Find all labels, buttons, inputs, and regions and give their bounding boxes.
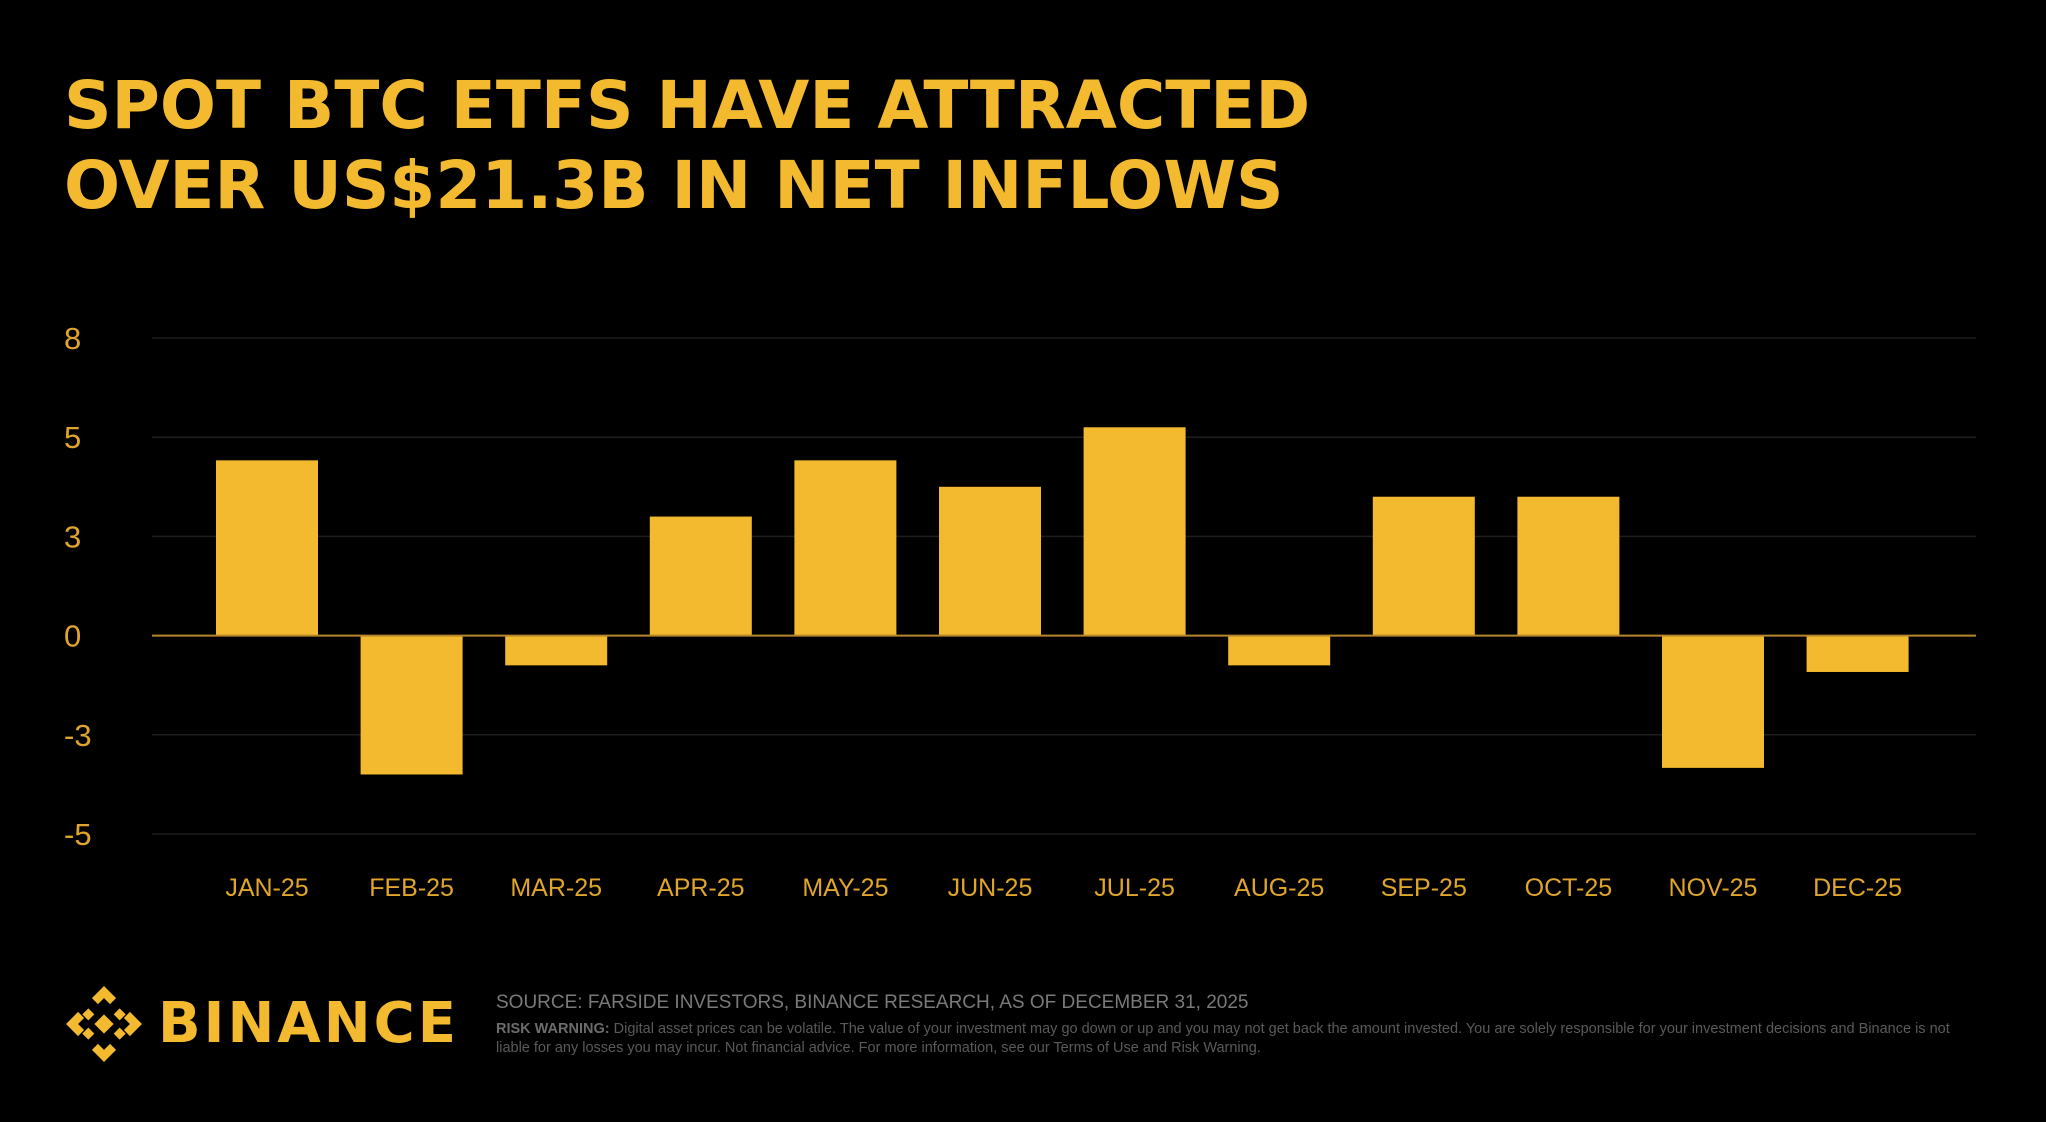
bar-feb-25 [360, 635, 463, 775]
y-tick-label: -3 [64, 718, 92, 753]
bar-jun-25 [939, 486, 1041, 636]
x-tick-label: JUN-25 [948, 874, 1033, 902]
y-tick-label: 5 [64, 420, 81, 455]
y-tick-label: -5 [64, 817, 92, 852]
brand-wordmark: BINANCE [158, 991, 459, 1056]
y-tick-label: 0 [64, 619, 81, 654]
x-tick-label: APR-25 [657, 874, 745, 902]
x-tick-label: OCT-25 [1525, 874, 1613, 902]
bar-apr-25 [649, 516, 752, 636]
chart-title: SPOT BTC ETFS HAVE ATTRACTED OVER US$21.… [64, 66, 1310, 226]
bar-oct-25 [1517, 496, 1620, 636]
risk-warning-label: RISK WARNING: [496, 1021, 610, 1037]
bar-sep-25 [1372, 496, 1475, 636]
x-tick-label: JAN-25 [225, 874, 308, 902]
bar-nov-25 [1662, 635, 1764, 768]
bar-mar-25 [505, 635, 608, 666]
x-tick-label: FEB-25 [369, 874, 454, 902]
x-tick-label: NOV-25 [1669, 874, 1758, 902]
bar-may-25 [794, 460, 897, 636]
binance-diamond-logo-icon [66, 986, 142, 1062]
y-tick-label: 8 [64, 321, 81, 356]
bar-jan-25 [216, 460, 318, 636]
chart-title-line-2: OVER US$21.3B IN NET INFLOWS [64, 147, 1284, 224]
bar-jul-25 [1083, 427, 1186, 636]
y-tick-label: 3 [64, 519, 81, 554]
footer-notes: SOURCE: FARSIDE INVESTORS, BINANCE RESEA… [496, 992, 1976, 1058]
x-tick-label: MAR-25 [510, 874, 602, 902]
risk-warning-text: Digital asset prices can be volatile. Th… [496, 1021, 1950, 1056]
x-tick-label: MAY-25 [802, 874, 888, 902]
x-tick-label: JUL-25 [1094, 874, 1175, 902]
bar-aug-25 [1228, 635, 1331, 666]
x-tick-label: DEC-25 [1813, 874, 1902, 902]
chart-title-line-1: SPOT BTC ETFS HAVE ATTRACTED [64, 67, 1311, 144]
x-axis-ticks: JAN-25 FEB-25 MAR-25 APR-25 MAY-25 JUN-25 JUL-… [225, 874, 1902, 902]
x-tick-label: SEP-25 [1381, 874, 1467, 902]
bars [216, 427, 1909, 775]
risk-warning: RISK WARNING: Digital asset prices can b… [496, 1020, 1976, 1058]
x-tick-label: AUG-25 [1234, 874, 1324, 902]
bar-dec-25 [1806, 635, 1909, 672]
y-axis-ticks: 8 5 3 0 -3 -5 [64, 321, 92, 852]
source-note: SOURCE: FARSIDE INVESTORS, BINANCE RESEA… [496, 992, 1249, 1013]
binance-logo: BINANCE [66, 986, 459, 1062]
